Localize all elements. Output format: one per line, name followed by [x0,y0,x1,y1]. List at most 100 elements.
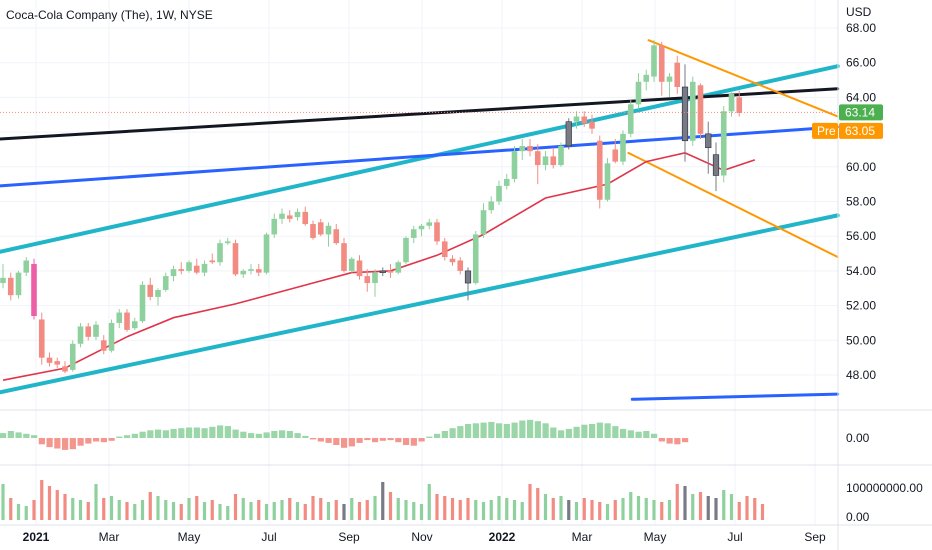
pre-market-value: 63.05 [845,124,875,138]
oscillator-bar [480,422,487,438]
volume-bar [303,504,307,520]
price-tick-label: 60.00 [846,160,876,174]
oscillator-bar [550,427,557,438]
oscillator-bar [15,432,22,438]
candle-body [403,237,409,263]
volume-bar [729,494,734,520]
volume-bar [272,502,276,520]
oscillator-bar [255,433,262,438]
volume-bar [745,496,749,520]
blue-support-line [630,392,840,401]
candle-body [317,222,324,235]
candle-body [464,270,472,284]
volume-bar [202,502,207,520]
oscillator-bar [395,438,402,443]
candle-body [85,326,92,337]
volume-bar [636,496,641,520]
blue-trend-line [0,125,840,188]
oscillator-bar [426,436,433,438]
volume-bar [226,506,230,520]
candle-body [542,156,549,166]
oscillator-bar [124,435,131,438]
volume-bar [94,484,98,520]
orange-wedge-lower [627,151,839,259]
volume-bar [590,500,594,520]
volume-bar [520,502,524,520]
candle-body [294,211,301,218]
price-tick-label: 52.00 [846,299,876,313]
candle-body [651,45,657,77]
candle-body [186,262,192,271]
oscillator-bar [465,424,472,438]
volume-bar [660,502,664,520]
trend-lines[interactable] [0,39,840,401]
oscillator-bar [503,424,510,438]
candle-body [527,145,533,152]
price-tick-label: 48.00 [846,368,876,382]
candle-body [93,324,99,337]
volume-bar [675,484,679,520]
volume-bar [644,498,648,520]
volume-bar [257,500,261,520]
candle-body [310,224,316,238]
oscillator-bar [682,438,689,443]
moving-average [2,152,756,381]
candle-body [674,62,681,87]
oscillator-pane [0,419,689,450]
volume-bar [629,492,633,520]
volume-top-label: 100000000.00 [846,481,923,495]
volume-bar [419,504,424,520]
volume-bar [598,502,602,520]
time-tick-label: Sep [804,530,826,544]
candle-body [348,258,355,271]
volume-bar [24,506,28,520]
volume-bar [605,504,610,520]
volume-bar [489,500,493,520]
oscillator-bar [472,423,479,438]
volume-bar [71,498,75,520]
candle-body [689,81,696,141]
oscillator-bar [418,438,425,442]
volume-bar [435,494,439,520]
candle-body [31,263,37,317]
oscillator-bar [38,438,45,445]
oscillator-bar [108,438,115,441]
candle-body [705,133,712,149]
oscillator-bar [348,438,355,447]
candle-body [108,322,115,351]
oscillator-bar [23,433,30,438]
volume-bar [505,498,509,520]
volume-bar [86,502,90,520]
oscillator-bar [658,438,665,442]
oscillator-bar [496,423,503,438]
oscillator-bar [372,438,379,443]
candle-body [255,269,262,273]
oscillator-bar [519,420,526,438]
candle-body [7,277,14,296]
oscillator-bar [387,438,394,441]
candle-body [286,215,293,219]
oscillator-bar [612,426,619,438]
candle-body [666,76,673,82]
candle-body [271,218,278,235]
oscillator-bar [341,438,348,448]
candle-body [0,277,6,284]
pre-market-badge: Pre 63.05 [812,122,883,139]
oscillator-bar [201,428,208,438]
time-axis[interactable]: 2021 Mar May Jul Sep Nov 2022 Mar May Jul Sep [23,530,826,544]
candle-body [116,312,123,323]
time-tick-label: 2021 [23,530,50,544]
oscillator-bar [302,435,309,438]
candle-body [100,340,107,351]
price-tick-label: 58.00 [846,195,876,209]
oscillator-bar [325,438,332,443]
candle-body [15,272,22,296]
volume-bar [365,500,369,520]
oscillator-bar [488,421,495,438]
candle-body [534,151,541,166]
oscillator-bar [193,427,200,438]
candle-body [426,222,433,226]
oscillator-bar [333,438,340,445]
candle-body [302,211,309,225]
